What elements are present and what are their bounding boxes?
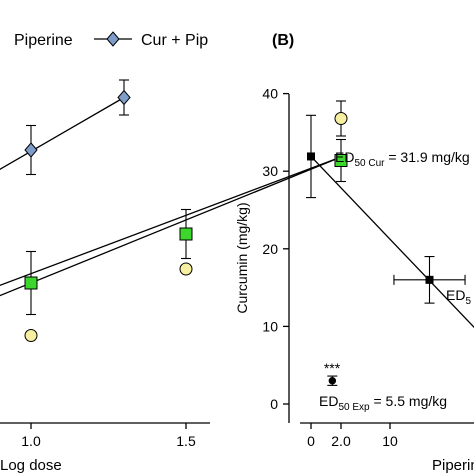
data-point [328,377,337,385]
annotation-ed50-exp: ED50 Exp = 5.5 mg/kg [319,393,447,413]
fit-line [0,96,125,171]
data-point [24,142,38,158]
panel-b-y-ticks: 0 10 20 30 40 [262,86,289,412]
panel-b-x-ticks: 0 10 [307,423,398,449]
y-tick-label: 30 [262,163,278,179]
panel-b-label: (B) [272,32,294,49]
fit-line [0,156,342,297]
x-tick-label: 2.0 [331,433,351,449]
y-tick-label: 40 [262,86,278,102]
y-tick-label: 20 [262,241,278,257]
fit-line [310,156,474,329]
panel-a-error-bars [26,79,346,316]
y-tick-label: 10 [262,318,278,334]
annotation-significance: *** [324,360,341,376]
panel-b-x-label: Piperin [432,457,474,474]
panel-b: (B) 0 10 20 30 40 0 10 Curcumin (mg/kg) Piper… [234,32,474,474]
data-point [179,262,193,276]
fit-line [0,156,342,287]
data-point [24,276,38,290]
x-tick-label: 1.5 [176,433,196,449]
x-tick-label: 10 [382,433,398,449]
data-point [307,152,315,161]
x-tick-label: 1.0 [21,433,41,449]
y-tick-label: 0 [270,396,278,412]
data-point [179,227,193,241]
data-point [24,329,38,342]
panel-a-x-ticks: 1.0 1.5 2.0 [21,423,351,449]
panel-a: Piperine Cur + Pip 1.0 1.5 2.0 Log dose [0,31,351,474]
panel-a-fit-lines [0,96,342,297]
legend-marker-cur-pip [106,31,120,47]
data-point [334,154,348,167]
panel-b-fit-lines [310,156,474,329]
data-point [334,112,348,125]
annotation-ed50-mid: ED5 [446,287,471,307]
legend-label-piperine: Piperine [14,32,73,49]
panel-a-legend: Piperine Cur + Pip [14,31,208,49]
panel-b-y-label: Curcumin (mg/kg) [234,202,250,313]
legend-label-cur-pip: Cur + Pip [141,32,208,49]
x-tick-label: 0 [307,433,315,449]
annotation-ed50-cur: ED50 Cur = 31.9 mg/kg [335,149,470,169]
data-point [117,89,131,106]
data-point [425,275,434,284]
panel-a-x-label: Log dose [0,457,62,474]
panel-a-points [24,89,348,342]
panel-b-points [307,152,434,385]
